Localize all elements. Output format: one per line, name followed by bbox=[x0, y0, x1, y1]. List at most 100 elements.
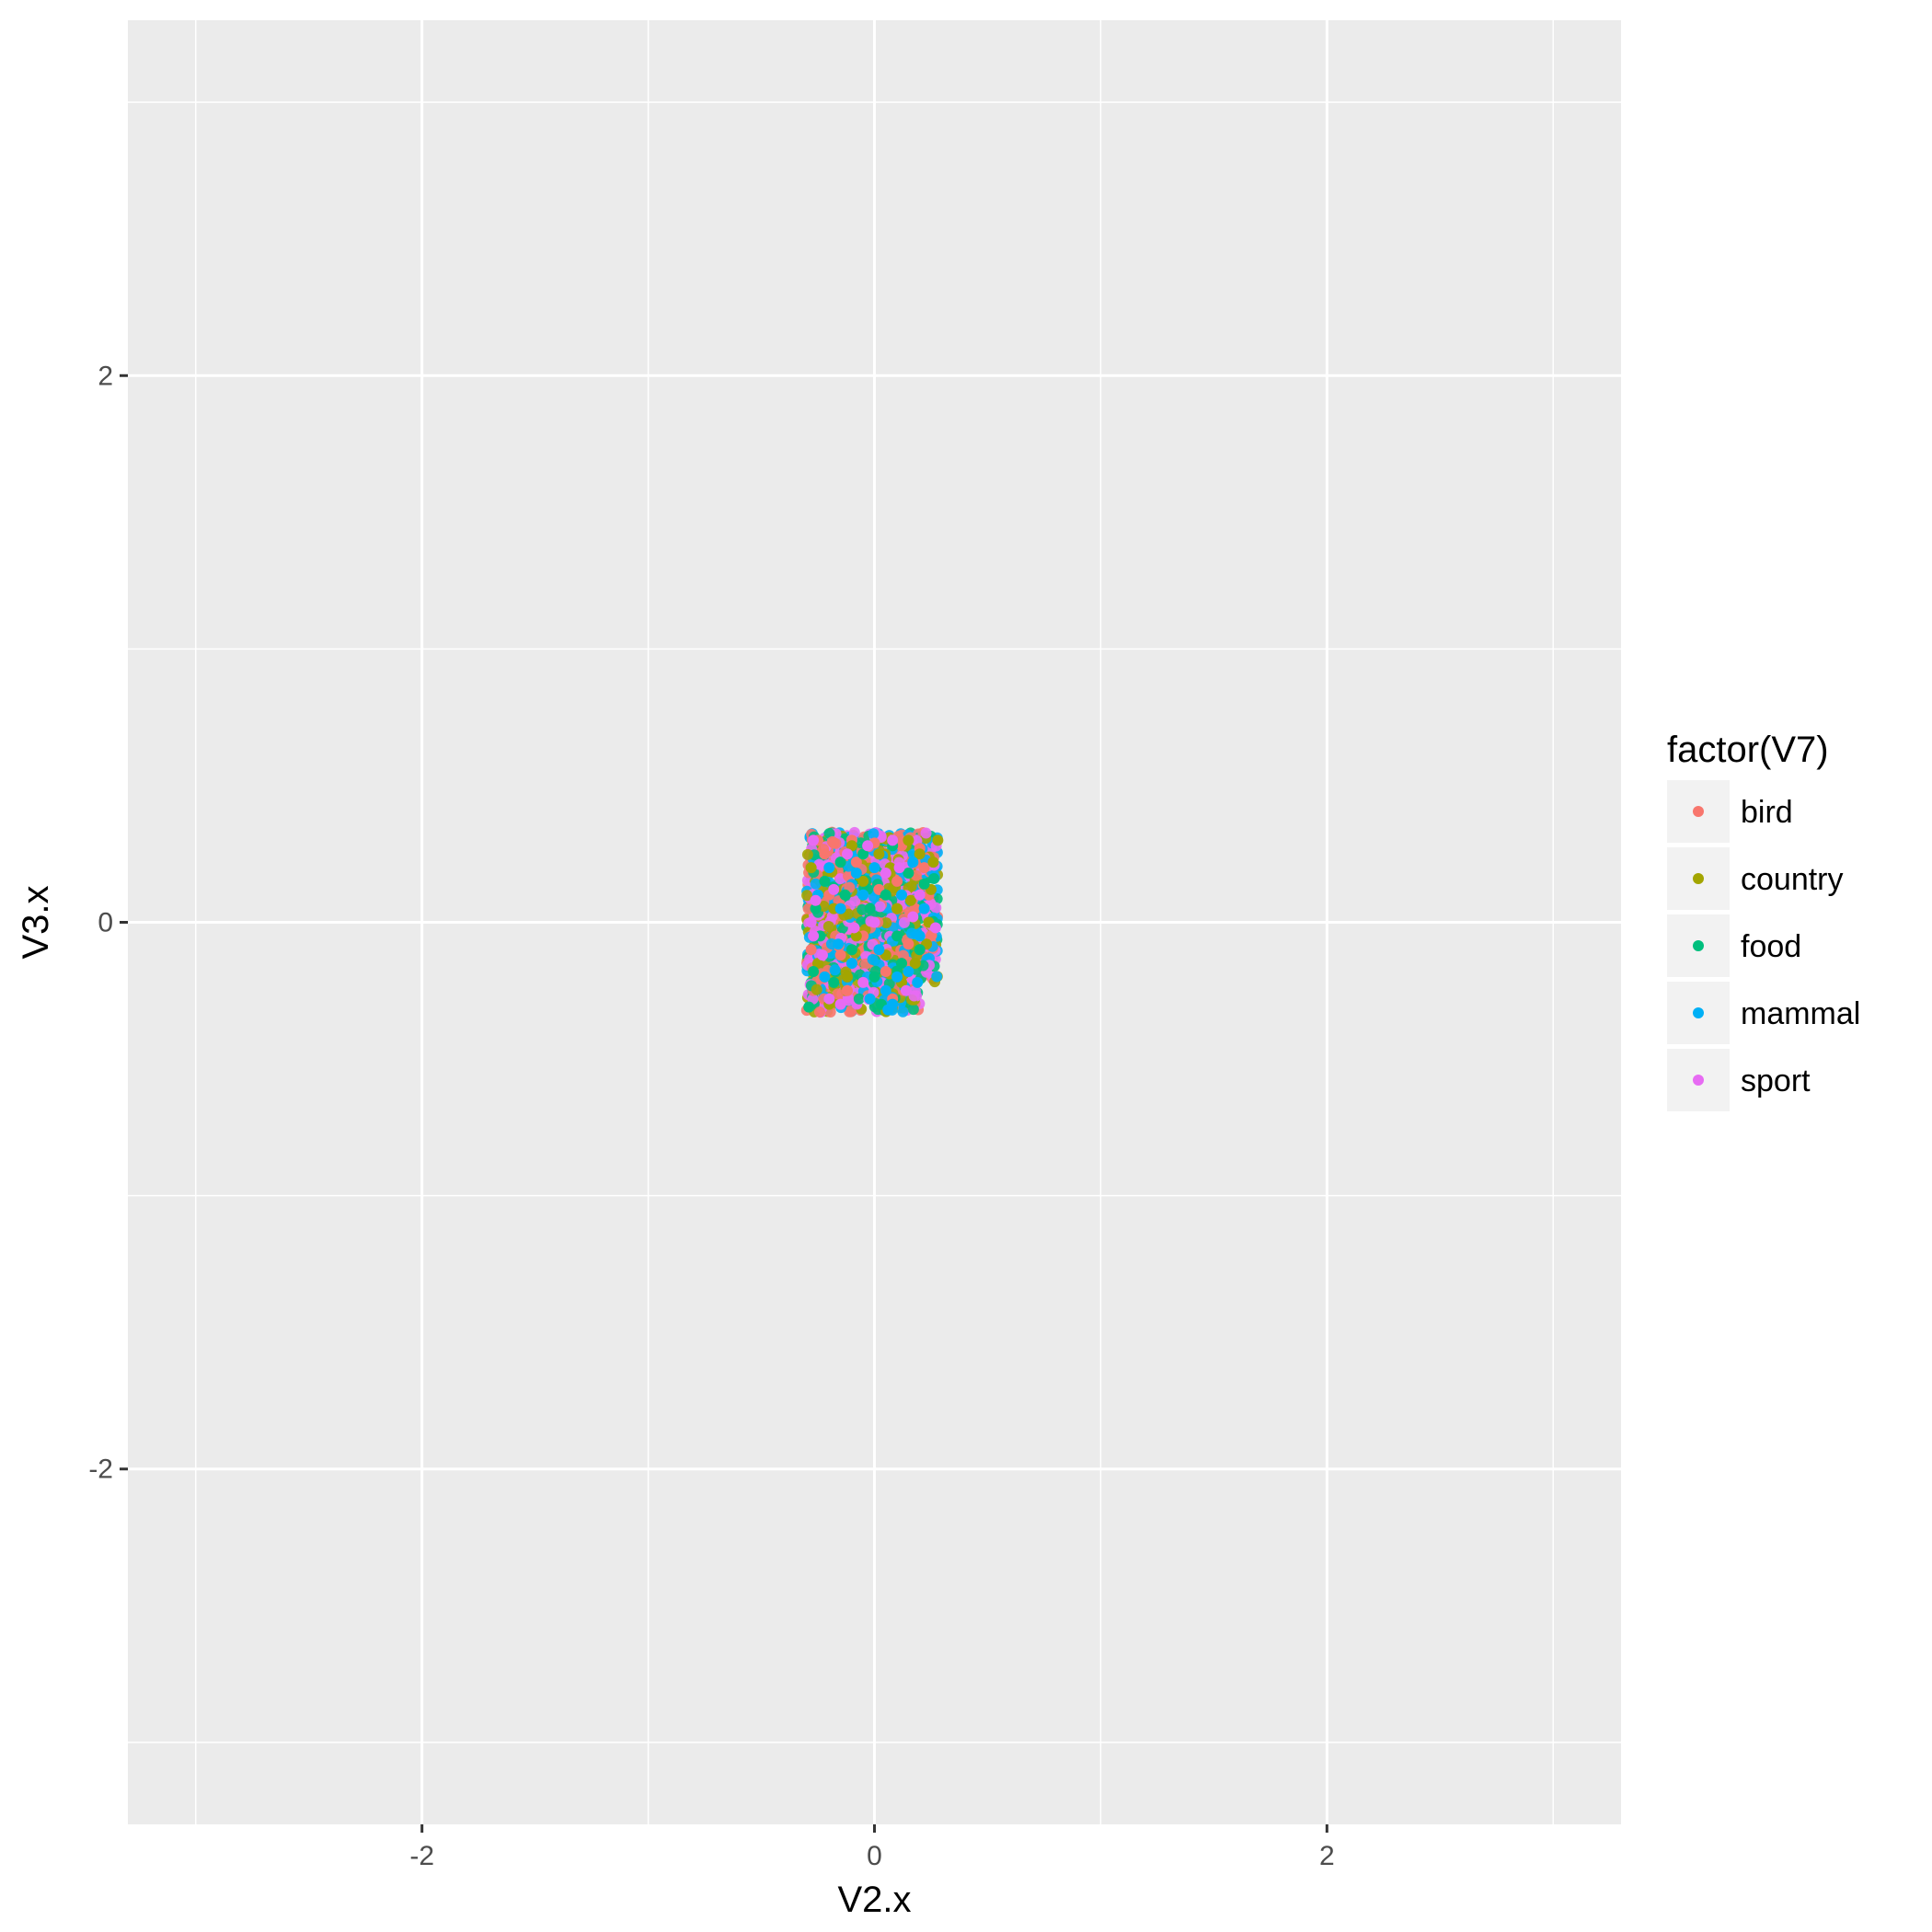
data-point-food bbox=[803, 1001, 815, 1013]
data-point-sport bbox=[907, 911, 919, 923]
data-point-mammal bbox=[857, 889, 869, 901]
data-point bbox=[801, 890, 813, 902]
x-axis-title: V2.x bbox=[837, 1880, 911, 1920]
data-point-food bbox=[868, 971, 880, 983]
data-point-mammal bbox=[864, 993, 876, 1005]
data-point-sport bbox=[810, 894, 822, 906]
data-point bbox=[801, 848, 813, 860]
legend-label-food: food bbox=[1741, 929, 1801, 964]
legend-label-sport: sport bbox=[1741, 1064, 1811, 1098]
x-tick-label: 0 bbox=[867, 1841, 882, 1871]
legend-entries: bird country food mammal sport bbox=[1667, 780, 1860, 1111]
data-point-country bbox=[903, 834, 914, 846]
data-point bbox=[931, 971, 943, 983]
data-point-food bbox=[918, 878, 930, 890]
data-point-sport bbox=[823, 993, 835, 1005]
legend-swatch-sport bbox=[1693, 1075, 1704, 1086]
data-point-sport bbox=[834, 998, 846, 1010]
data-point-mammal bbox=[896, 889, 908, 901]
data-point bbox=[832, 988, 844, 1000]
data-point-sport bbox=[816, 949, 828, 961]
data-point-food bbox=[903, 868, 914, 880]
data-point-sport bbox=[848, 922, 860, 934]
data-point-sport bbox=[929, 922, 941, 934]
legend-swatch-mammal bbox=[1693, 1007, 1704, 1018]
data-point-mammal bbox=[880, 984, 891, 996]
data-point-sport bbox=[841, 848, 853, 860]
data-point bbox=[920, 827, 932, 839]
data-point-mammal bbox=[914, 930, 926, 942]
data-point-country bbox=[845, 840, 857, 852]
data-point-mammal bbox=[819, 971, 831, 983]
data-point-food bbox=[896, 958, 908, 970]
data-point-bird bbox=[880, 965, 891, 977]
legend-swatch-country bbox=[1693, 873, 1704, 884]
data-point-mammal bbox=[834, 903, 846, 914]
data-point-mammal bbox=[845, 958, 857, 970]
data-point-food bbox=[845, 944, 857, 956]
data-point-bird bbox=[834, 949, 846, 961]
data-point-country bbox=[841, 971, 853, 983]
data-point-sport bbox=[900, 984, 912, 996]
data-point-mammal bbox=[873, 944, 885, 956]
data-point-mammal bbox=[823, 862, 835, 874]
data-point-bird bbox=[918, 862, 930, 874]
data-point-mammal bbox=[868, 862, 880, 874]
data-point-sport bbox=[857, 976, 869, 988]
legend-swatch-bird bbox=[1693, 806, 1704, 817]
data-point-mammal bbox=[891, 971, 903, 983]
data-point-mammal bbox=[912, 976, 924, 988]
data-point bbox=[908, 990, 920, 1002]
data-point-country bbox=[927, 857, 939, 868]
data-point-sport bbox=[887, 834, 899, 846]
data-point bbox=[822, 921, 834, 933]
data-point-mammal bbox=[833, 938, 845, 950]
x-tick-label: -2 bbox=[409, 1841, 434, 1871]
y-tick-label: -2 bbox=[88, 1455, 113, 1485]
data-point-country bbox=[904, 894, 916, 906]
data-point-food bbox=[810, 903, 822, 914]
legend-label-country: country bbox=[1741, 862, 1844, 897]
data-point-food bbox=[834, 857, 846, 868]
data-point bbox=[853, 993, 865, 1005]
data-point-sport bbox=[862, 840, 874, 852]
y-tick-label: 0 bbox=[98, 908, 113, 938]
legend-swatch-food bbox=[1693, 940, 1704, 951]
data-point-country bbox=[805, 862, 817, 874]
data-point-sport bbox=[805, 916, 817, 928]
data-point-food bbox=[839, 889, 851, 901]
data-point-food bbox=[891, 930, 903, 942]
data-point bbox=[868, 828, 880, 840]
data-point bbox=[880, 917, 892, 929]
data-point-country bbox=[932, 834, 944, 846]
data-point-bird bbox=[850, 857, 862, 868]
data-point-bird bbox=[891, 875, 903, 887]
data-point bbox=[829, 964, 841, 976]
data-point-sport bbox=[868, 916, 880, 928]
data-point-country bbox=[857, 875, 869, 887]
legend-label-mammal: mammal bbox=[1741, 996, 1860, 1031]
data-point-bird bbox=[841, 984, 853, 996]
data-point-country bbox=[891, 903, 903, 914]
data-point bbox=[811, 983, 822, 995]
data-point-food bbox=[914, 944, 926, 956]
y-axis-ticks: -2 0 2 bbox=[88, 361, 128, 1485]
legend-title: factor(V7) bbox=[1667, 730, 1829, 770]
data-point-mammal bbox=[850, 868, 862, 880]
data-point-country bbox=[873, 848, 885, 860]
data-point bbox=[897, 1006, 909, 1018]
data-point bbox=[810, 878, 822, 890]
data-point bbox=[928, 873, 940, 885]
x-axis-ticks: -2 0 2 bbox=[409, 1824, 1335, 1871]
data-points bbox=[800, 826, 944, 1018]
data-point-bird bbox=[925, 930, 937, 942]
data-point bbox=[814, 1006, 826, 1018]
y-tick-label: 2 bbox=[98, 361, 113, 391]
data-point-food bbox=[828, 976, 840, 988]
data-point-bird bbox=[828, 837, 840, 849]
data-point-sport bbox=[828, 883, 840, 895]
data-point-mammal bbox=[918, 903, 930, 914]
data-point-food bbox=[864, 903, 876, 914]
data-point bbox=[874, 901, 886, 913]
data-point-food bbox=[880, 889, 891, 901]
